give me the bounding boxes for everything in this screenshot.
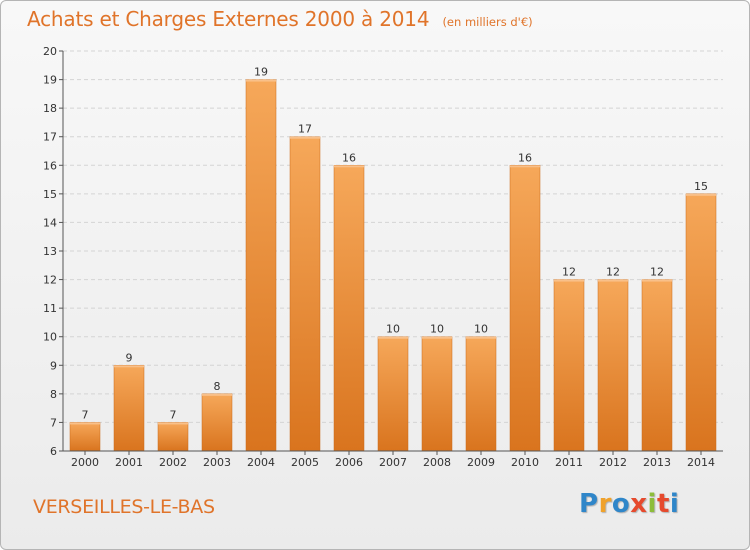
value-label-2014: 15 xyxy=(694,180,708,193)
value-label-2010: 16 xyxy=(518,151,532,164)
bar-2013 xyxy=(641,279,673,452)
value-label-2000: 7 xyxy=(82,408,89,421)
bar-highlight-2002 xyxy=(158,422,188,425)
bar-2014 xyxy=(685,193,717,452)
y-tick-label-13: 13 xyxy=(43,245,57,258)
value-label-2006: 16 xyxy=(342,151,356,164)
bar-2012 xyxy=(597,279,629,452)
bar-2006 xyxy=(333,165,365,452)
x-tick-label-2005: 2005 xyxy=(291,456,319,469)
bar-2004 xyxy=(245,79,277,452)
bar-2000 xyxy=(69,422,101,452)
y-tick-label-8: 8 xyxy=(50,388,57,401)
bar-2010 xyxy=(509,165,541,452)
bar-2011 xyxy=(553,279,585,452)
bar-highlight-2005 xyxy=(290,136,320,139)
brand-letter: o xyxy=(611,489,631,519)
x-tick-label-2009: 2009 xyxy=(467,456,495,469)
x-tick-label-2007: 2007 xyxy=(379,456,407,469)
x-tick-label-2002: 2002 xyxy=(159,456,187,469)
value-label-2011: 12 xyxy=(562,266,576,279)
chart-title: Achats et Charges Externes 2000 à 2014 xyxy=(27,7,430,31)
x-tick-label-2004: 2004 xyxy=(247,456,275,469)
value-label-2007: 10 xyxy=(386,323,400,336)
y-tick-label-17: 17 xyxy=(43,131,57,144)
bar-highlight-2004 xyxy=(246,79,276,82)
chart-subtitle: (en milliers d'€) xyxy=(442,15,533,29)
brand-letter: r xyxy=(598,489,612,519)
y-tick-label-20: 20 xyxy=(43,45,57,58)
bar-highlight-2003 xyxy=(202,393,232,396)
brand-letter: P xyxy=(579,489,599,519)
y-tick-label-11: 11 xyxy=(43,302,57,315)
x-tick-label-2013: 2013 xyxy=(643,456,671,469)
bar-highlight-2001 xyxy=(114,365,144,368)
x-tick-label-2001: 2001 xyxy=(115,456,143,469)
value-label-2013: 12 xyxy=(650,266,664,279)
bar-highlight-2013 xyxy=(642,279,672,282)
labels: 6 7 8 9 10 11 12 13 14 15 16 17 18 19 20 7 2000 9 2001 7 200… xyxy=(43,45,715,469)
y-tick-label-16: 16 xyxy=(43,159,57,172)
value-label-2012: 12 xyxy=(606,266,620,279)
bar-2008 xyxy=(421,336,453,452)
y-tick-label-18: 18 xyxy=(43,102,57,115)
title-row: Achats et Charges Externes 2000 à 2014 (… xyxy=(27,7,533,31)
y-tick-label-9: 9 xyxy=(50,359,57,372)
bar-highlight-2006 xyxy=(334,165,364,168)
brand-letter: i xyxy=(647,489,657,519)
value-label-2002: 7 xyxy=(170,408,177,421)
bar-2001 xyxy=(113,365,145,452)
value-label-2004: 19 xyxy=(254,66,268,79)
x-tick-label-2011: 2011 xyxy=(555,456,583,469)
brand-logo: Proxiti xyxy=(579,489,679,519)
x-tick-label-2014: 2014 xyxy=(687,456,715,469)
bar-2009 xyxy=(465,336,497,452)
y-tick-label-14: 14 xyxy=(43,216,57,229)
value-label-2003: 8 xyxy=(214,380,221,393)
bars xyxy=(69,79,717,452)
bar-highlight-2008 xyxy=(422,336,452,339)
axes xyxy=(59,50,723,455)
location-label: VERSEILLES-LE-BAS xyxy=(33,496,215,518)
y-tick-label-7: 7 xyxy=(50,416,57,429)
y-tick-label-10: 10 xyxy=(43,331,57,344)
bar-highlight-2011 xyxy=(554,279,584,282)
bar-2005 xyxy=(289,136,321,452)
bar-highlight-2014 xyxy=(686,193,716,196)
x-tick-label-2003: 2003 xyxy=(203,456,231,469)
y-tick-label-12: 12 xyxy=(43,274,57,287)
value-label-2008: 10 xyxy=(430,323,444,336)
bar-2007 xyxy=(377,336,409,452)
brand-letter: x xyxy=(630,489,648,519)
value-label-2009: 10 xyxy=(474,323,488,336)
y-tick-label-6: 6 xyxy=(50,445,57,458)
value-label-2005: 17 xyxy=(298,123,312,136)
x-tick-label-2006: 2006 xyxy=(335,456,363,469)
bar-highlight-2010 xyxy=(510,165,540,168)
x-tick-label-2008: 2008 xyxy=(423,456,451,469)
bar-highlight-2007 xyxy=(378,336,408,339)
y-tick-label-15: 15 xyxy=(43,188,57,201)
x-tick-label-2000: 2000 xyxy=(71,456,99,469)
bar-highlight-2000 xyxy=(70,422,100,425)
x-tick-label-2012: 2012 xyxy=(599,456,627,469)
bar-highlight-2009 xyxy=(466,336,496,339)
bar-2003 xyxy=(201,393,233,452)
bar-highlight-2012 xyxy=(598,279,628,282)
value-label-2001: 9 xyxy=(126,351,133,364)
brand-letter: i xyxy=(669,489,680,519)
x-tick-label-2010: 2010 xyxy=(511,456,539,469)
bar-2002 xyxy=(157,422,189,452)
y-tick-label-19: 19 xyxy=(43,74,57,87)
brand-letter: t xyxy=(656,489,670,519)
